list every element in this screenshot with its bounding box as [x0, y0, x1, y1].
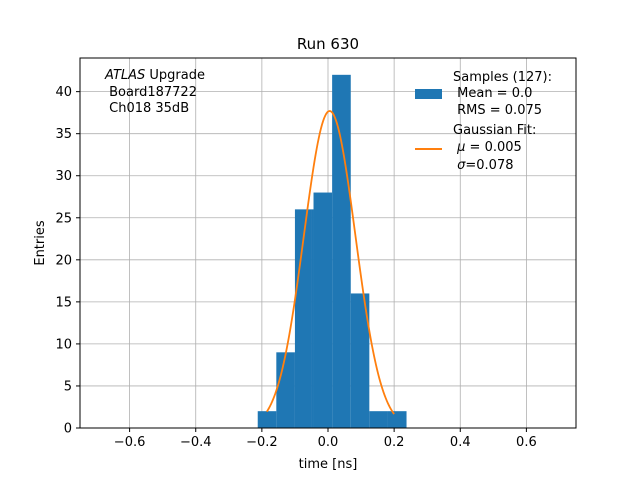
legend-fit-mu: μ = 0.005 [453, 140, 522, 155]
atlas-annotation-channel: Ch018 35dB [105, 101, 189, 116]
histogram-bar [350, 293, 370, 428]
y-tick-label: 5 [64, 379, 72, 394]
histogram-bar [257, 411, 277, 428]
x-tick-label: −0.6 [114, 435, 146, 450]
y-tick-label: 10 [55, 337, 72, 352]
histogram-bars [257, 74, 407, 429]
y-tick-label: 25 [55, 211, 72, 226]
legend-samples-rms: RMS = 0.075 [453, 103, 542, 118]
atlas-upgrade: Upgrade [145, 68, 205, 83]
y-tick-label: 15 [55, 295, 72, 310]
x-tick-label: 0.0 [318, 435, 339, 450]
y-tick-label: 40 [55, 85, 72, 100]
gaussian-fit-curve [266, 110, 395, 415]
legend-samples-mean: Mean = 0.0 [453, 86, 532, 101]
sigma-symbol: σ [457, 158, 466, 173]
sigma-value: =0.078 [465, 158, 513, 173]
legend-samples-swatch [415, 89, 442, 99]
atlas-annotation-board: Board187722 [105, 85, 197, 100]
x-tick-label: 0.4 [450, 435, 471, 450]
atlas-italic: ATLAS [104, 68, 145, 83]
legend-fit-sigma: σ=0.078 [453, 158, 514, 173]
histogram-bar [313, 192, 333, 428]
histogram-bar [332, 74, 351, 429]
atlas-annotation-line1: ATLAS Upgrade [104, 68, 205, 83]
legend-fit-title: Gaussian Fit: [453, 123, 536, 138]
legend: Samples (127): Mean = 0.0 RMS = 0.075 Ga… [415, 70, 552, 173]
y-tick-label: 35 [55, 127, 72, 142]
x-tick-label: −0.4 [180, 435, 212, 450]
chart-title: Run 630 [297, 35, 359, 53]
y-tick-label: 30 [55, 169, 72, 184]
y-tick-label: 0 [64, 422, 72, 437]
histogram-bar [311, 209, 314, 428]
histogram-bar [276, 352, 295, 428]
mu-symbol: μ [456, 140, 465, 155]
y-axis-label: Entries [33, 220, 48, 266]
x-tick-label: 0.6 [516, 435, 537, 450]
x-tick-label: −0.2 [246, 435, 278, 450]
mu-value: = 0.005 [465, 140, 521, 155]
histogram-bar [294, 209, 312, 428]
x-axis-ticks: −0.6 −0.4 −0.2 0.0 0.2 0.4 0.6 [114, 428, 537, 450]
y-axis-ticks: 0 5 10 15 20 25 30 35 40 [55, 85, 80, 437]
legend-samples-title: Samples (127): [453, 70, 552, 85]
x-axis-label: time [ns] [299, 457, 358, 472]
histogram-bar [369, 411, 388, 428]
histogram-bar [387, 411, 407, 428]
x-tick-label: 0.2 [384, 435, 405, 450]
y-tick-label: 20 [55, 253, 72, 268]
